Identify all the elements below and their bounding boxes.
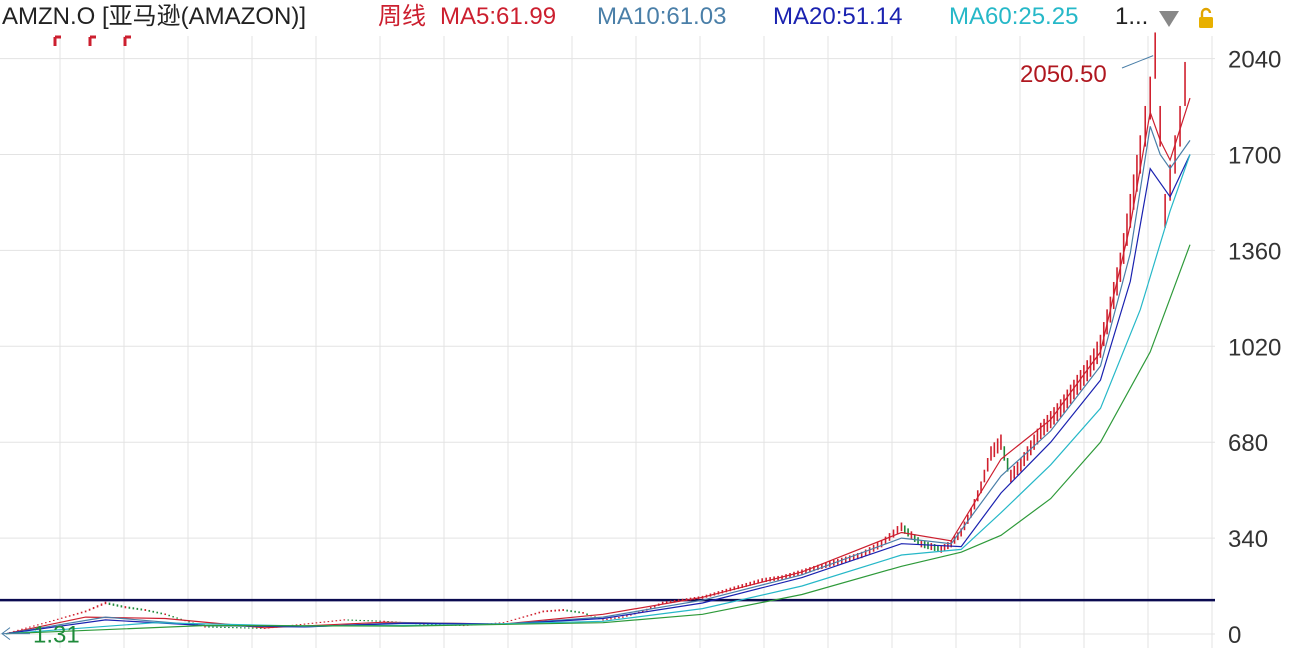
- ma60-label: MA60:25.25: [949, 3, 1079, 30]
- symbol-label[interactable]: AMZN.O [亚马逊(AMAZON)]: [2, 3, 306, 30]
- series-line-ma20: [5, 154, 1191, 635]
- y-tick-label: 340: [1228, 526, 1268, 553]
- y-tick-label: 680: [1228, 430, 1268, 457]
- y-tick-label: 0: [1228, 622, 1241, 649]
- min-value-label: 1.31: [33, 622, 80, 649]
- event-marker: [123, 35, 131, 46]
- ma5-label: MA5:61.99: [440, 3, 557, 30]
- ma20-label: MA20:51.14: [773, 3, 903, 30]
- series-line-ma120: [5, 244, 1191, 635]
- max-pointer-line: [1121, 55, 1154, 69]
- event-marker: [53, 35, 61, 46]
- y-tick-label: 2040: [1228, 47, 1281, 74]
- y-tick-label: 1020: [1228, 334, 1281, 361]
- max-value-label: 2050.50: [1020, 61, 1107, 88]
- series-line-ma10: [5, 126, 1191, 635]
- chart-header: AMZN.O [亚马逊(AMAZON)] 周线 MA5:61.99 MA10:6…: [0, 0, 1293, 34]
- min-pointer-arrow: [1, 627, 11, 641]
- series-line-ma5: [5, 97, 1191, 635]
- event-marker: [88, 35, 96, 46]
- lock-icon[interactable]: [1194, 6, 1218, 30]
- period-label[interactable]: 周线: [378, 3, 426, 30]
- series-line-ma60: [5, 154, 1191, 635]
- triangle-down-icon[interactable]: [1157, 6, 1181, 30]
- more-indicators-label[interactable]: 1...: [1115, 3, 1149, 30]
- y-tick-label: 1360: [1228, 238, 1281, 265]
- y-tick-label: 1700: [1228, 142, 1281, 169]
- ma10-label: MA10:61.03: [597, 3, 727, 30]
